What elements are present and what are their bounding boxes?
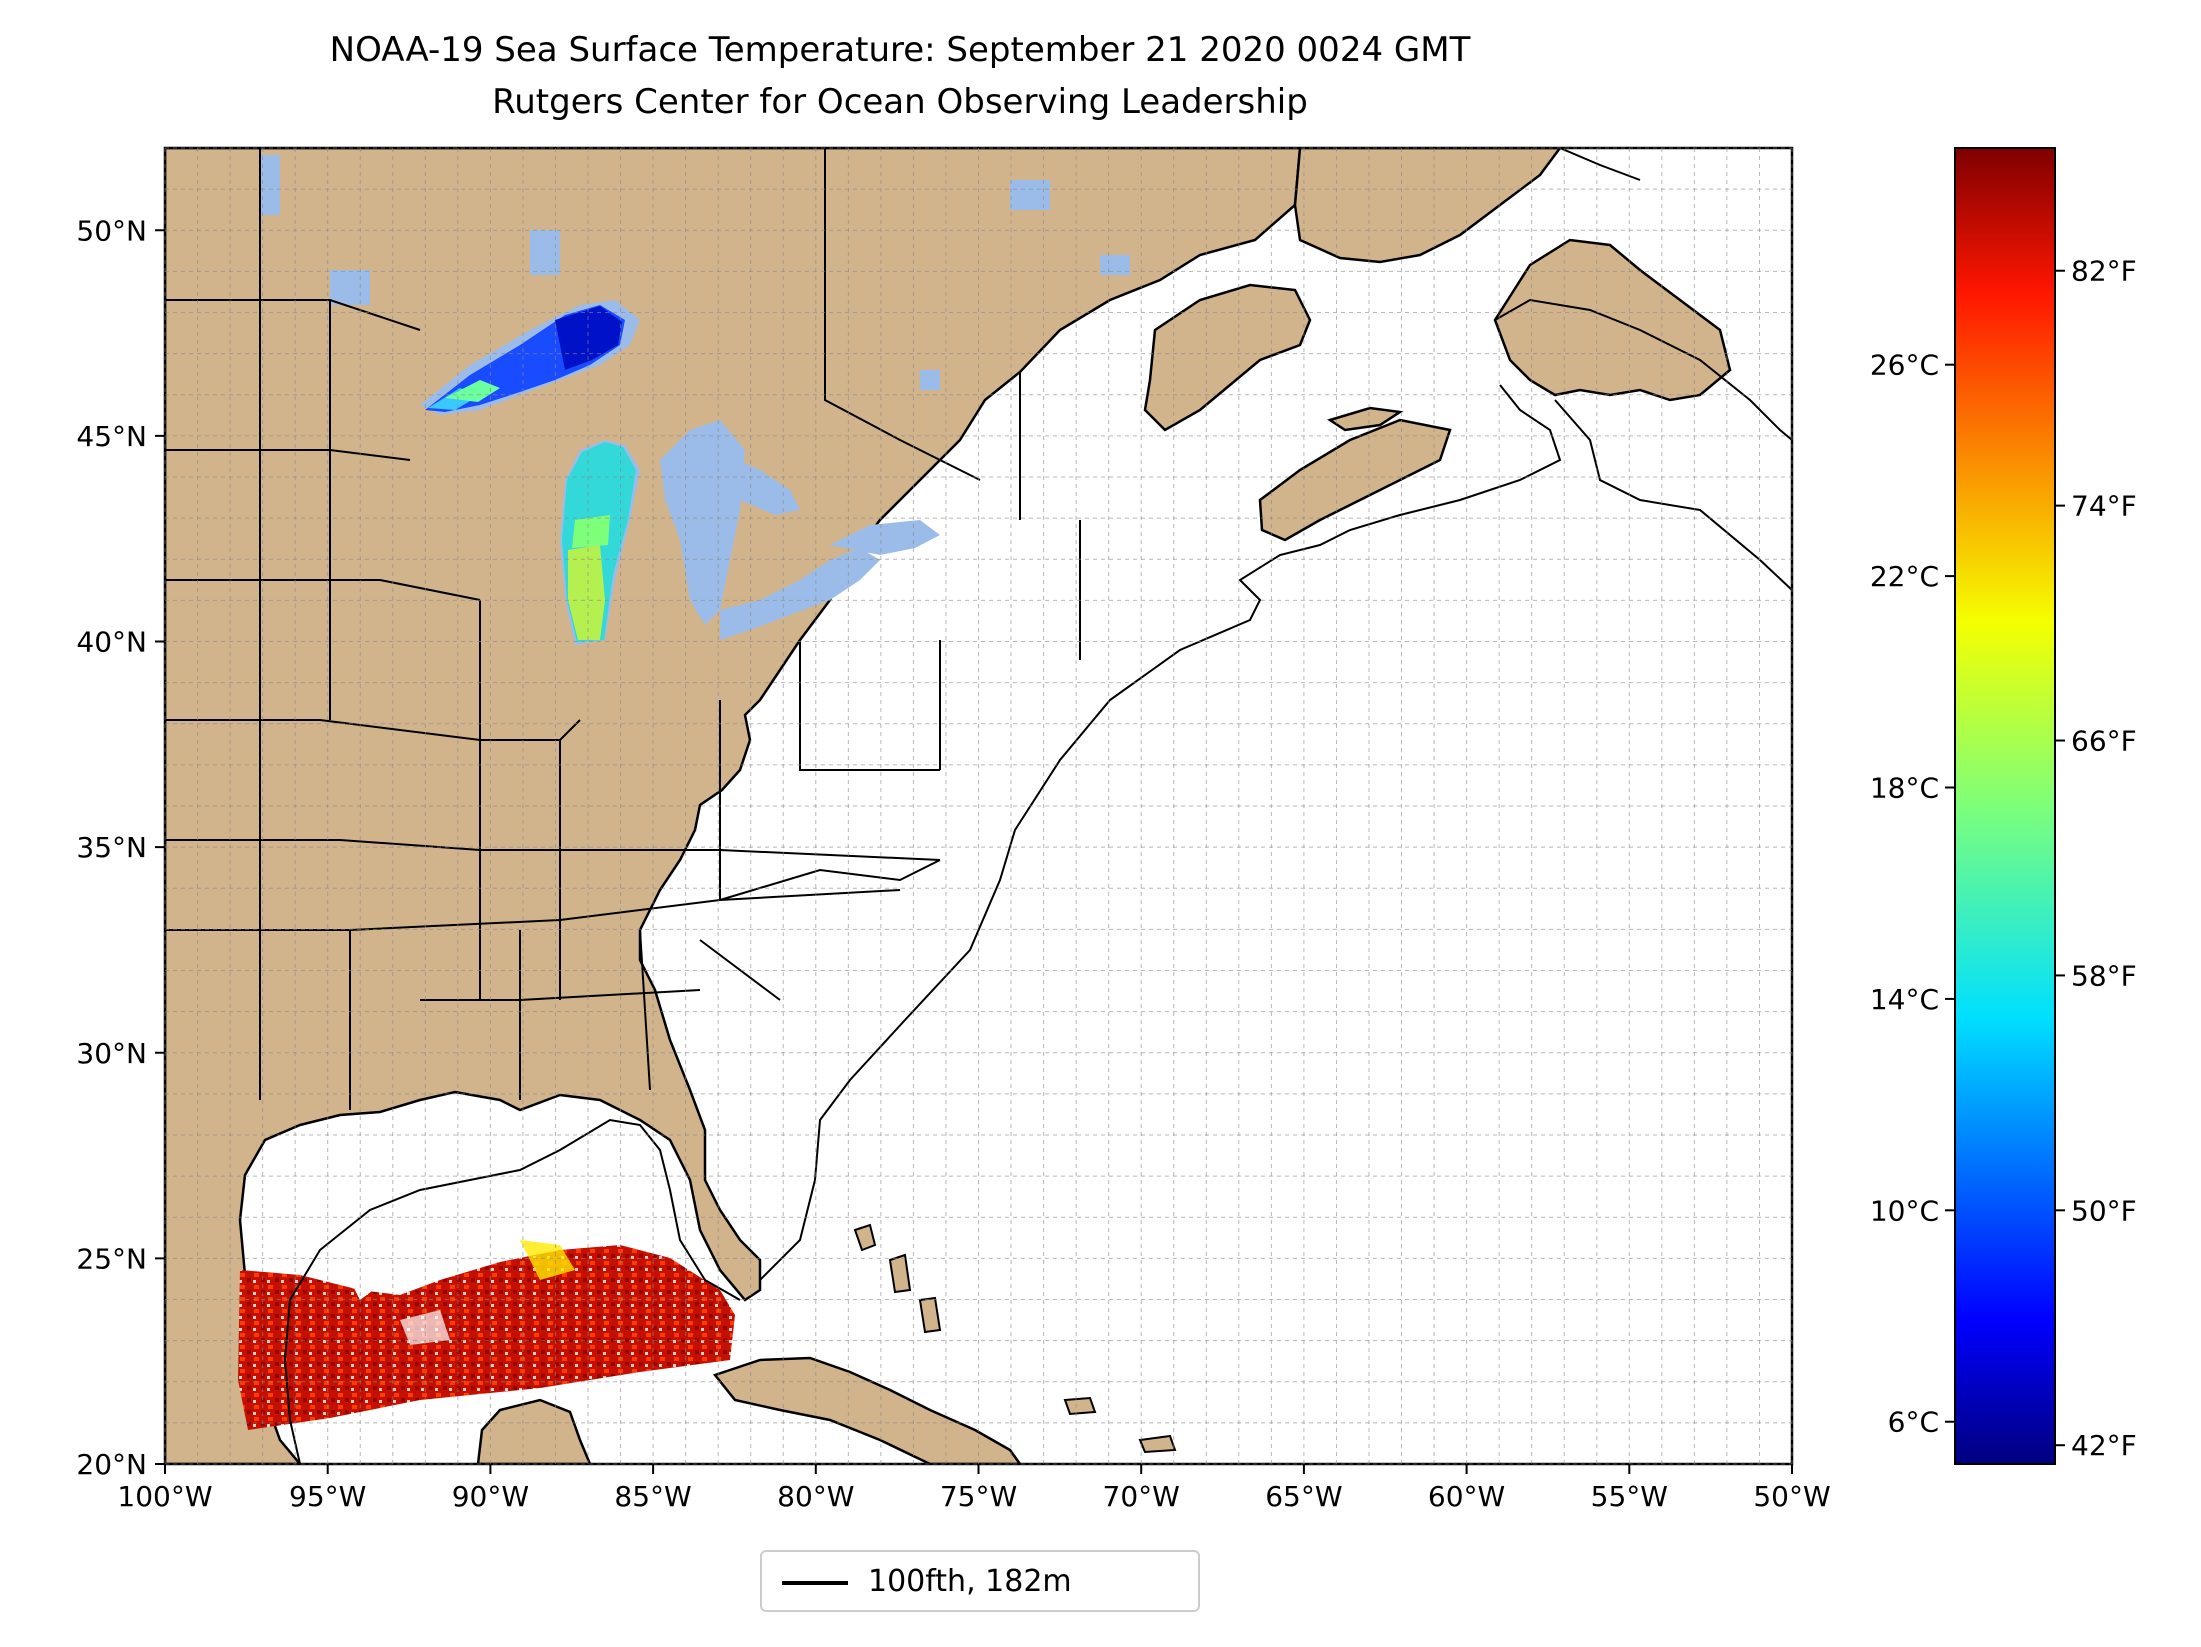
lat-tick-label: 30°N <box>76 1037 147 1070</box>
sst-gulf <box>238 1240 735 1430</box>
fahrenheit-tick-label: 42°F <box>2071 1429 2137 1462</box>
chart-title: NOAA-19 Sea Surface Temperature: Septemb… <box>329 30 1471 70</box>
celsius-tick-label: 6°C <box>1888 1406 1939 1439</box>
lon-tick-label: 55°W <box>1591 1480 1668 1513</box>
land-cuba <box>712 1356 1022 1464</box>
lon-tick-label: 90°W <box>452 1480 529 1513</box>
lon-tick-label: 80°W <box>777 1480 854 1513</box>
lat-tick-label: 40°N <box>76 626 147 659</box>
isobath-100fth <box>283 148 1792 1464</box>
lon-tick-label: 85°W <box>614 1480 691 1513</box>
celsius-tick-label: 14°C <box>1870 983 1939 1016</box>
lat-lon-grid <box>164 147 1793 1465</box>
sst-michigan <box>562 442 636 642</box>
legend: 100fth, 182m <box>760 1550 1200 1612</box>
lat-tick-label: 45°N <box>76 420 147 453</box>
lon-tick-label: 70°W <box>1103 1480 1180 1513</box>
land-nova-scotia <box>1258 418 1452 542</box>
lon-tick-label: 60°W <box>1428 1480 1505 1513</box>
lon-tick-label: 50°W <box>1753 1480 1830 1513</box>
colorbar-fahrenheit-axis: 42°F 50°F 58°F 66°F 74°F 82°F <box>2055 255 2137 1462</box>
lat-tick-label: 35°N <box>76 831 147 864</box>
lon-tick-label: 100°W <box>117 1480 212 1513</box>
longitude-axis: 100°W 95°W 90°W 85°W 80°W 75°W 70°W 65°W 60°W 55°… <box>117 1464 1831 1513</box>
lat-tick-label: 20°N <box>76 1448 147 1481</box>
chart-subtitle: Rutgers Center for Ocean Observing Leade… <box>492 82 1308 122</box>
land-pei <box>1327 406 1404 432</box>
fahrenheit-tick-label: 74°F <box>2071 490 2137 523</box>
celsius-tick-label: 26°C <box>1870 349 1939 382</box>
colorbar <box>1954 147 2056 1465</box>
latitude-axis: 20°N 25°N 30°N 35°N 40°N 45°N 50°N <box>76 214 165 1481</box>
lon-tick-label: 95°W <box>289 1480 366 1513</box>
legend-line-swatch <box>782 1581 848 1585</box>
lon-tick-label: 65°W <box>1265 1480 1342 1513</box>
legend-label: 100fth, 182m <box>868 1564 1072 1599</box>
fahrenheit-tick-label: 58°F <box>2071 959 2137 992</box>
inland-lakes <box>260 155 1130 390</box>
sst-superior <box>425 305 625 412</box>
fahrenheit-tick-label: 50°F <box>2071 1194 2137 1227</box>
lat-tick-label: 50°N <box>76 214 147 247</box>
celsius-tick-label: 18°C <box>1870 772 1939 805</box>
lon-tick-label: 75°W <box>940 1480 1017 1513</box>
fahrenheit-tick-label: 82°F <box>2071 255 2137 288</box>
state-borders <box>165 148 1081 1110</box>
land-bahamas <box>853 1223 1177 1454</box>
lat-tick-label: 25°N <box>76 1242 147 1275</box>
celsius-tick-label: 22°C <box>1870 560 1939 593</box>
land-labrador-edge <box>1293 148 1562 264</box>
celsius-tick-label: 10°C <box>1870 1194 1939 1227</box>
fahrenheit-tick-label: 66°F <box>2071 725 2137 758</box>
land-maritimes <box>1143 283 1312 432</box>
colorbar-celsius-axis: 6°C 10°C 14°C 18°C 22°C 26°C <box>1870 349 1955 1439</box>
